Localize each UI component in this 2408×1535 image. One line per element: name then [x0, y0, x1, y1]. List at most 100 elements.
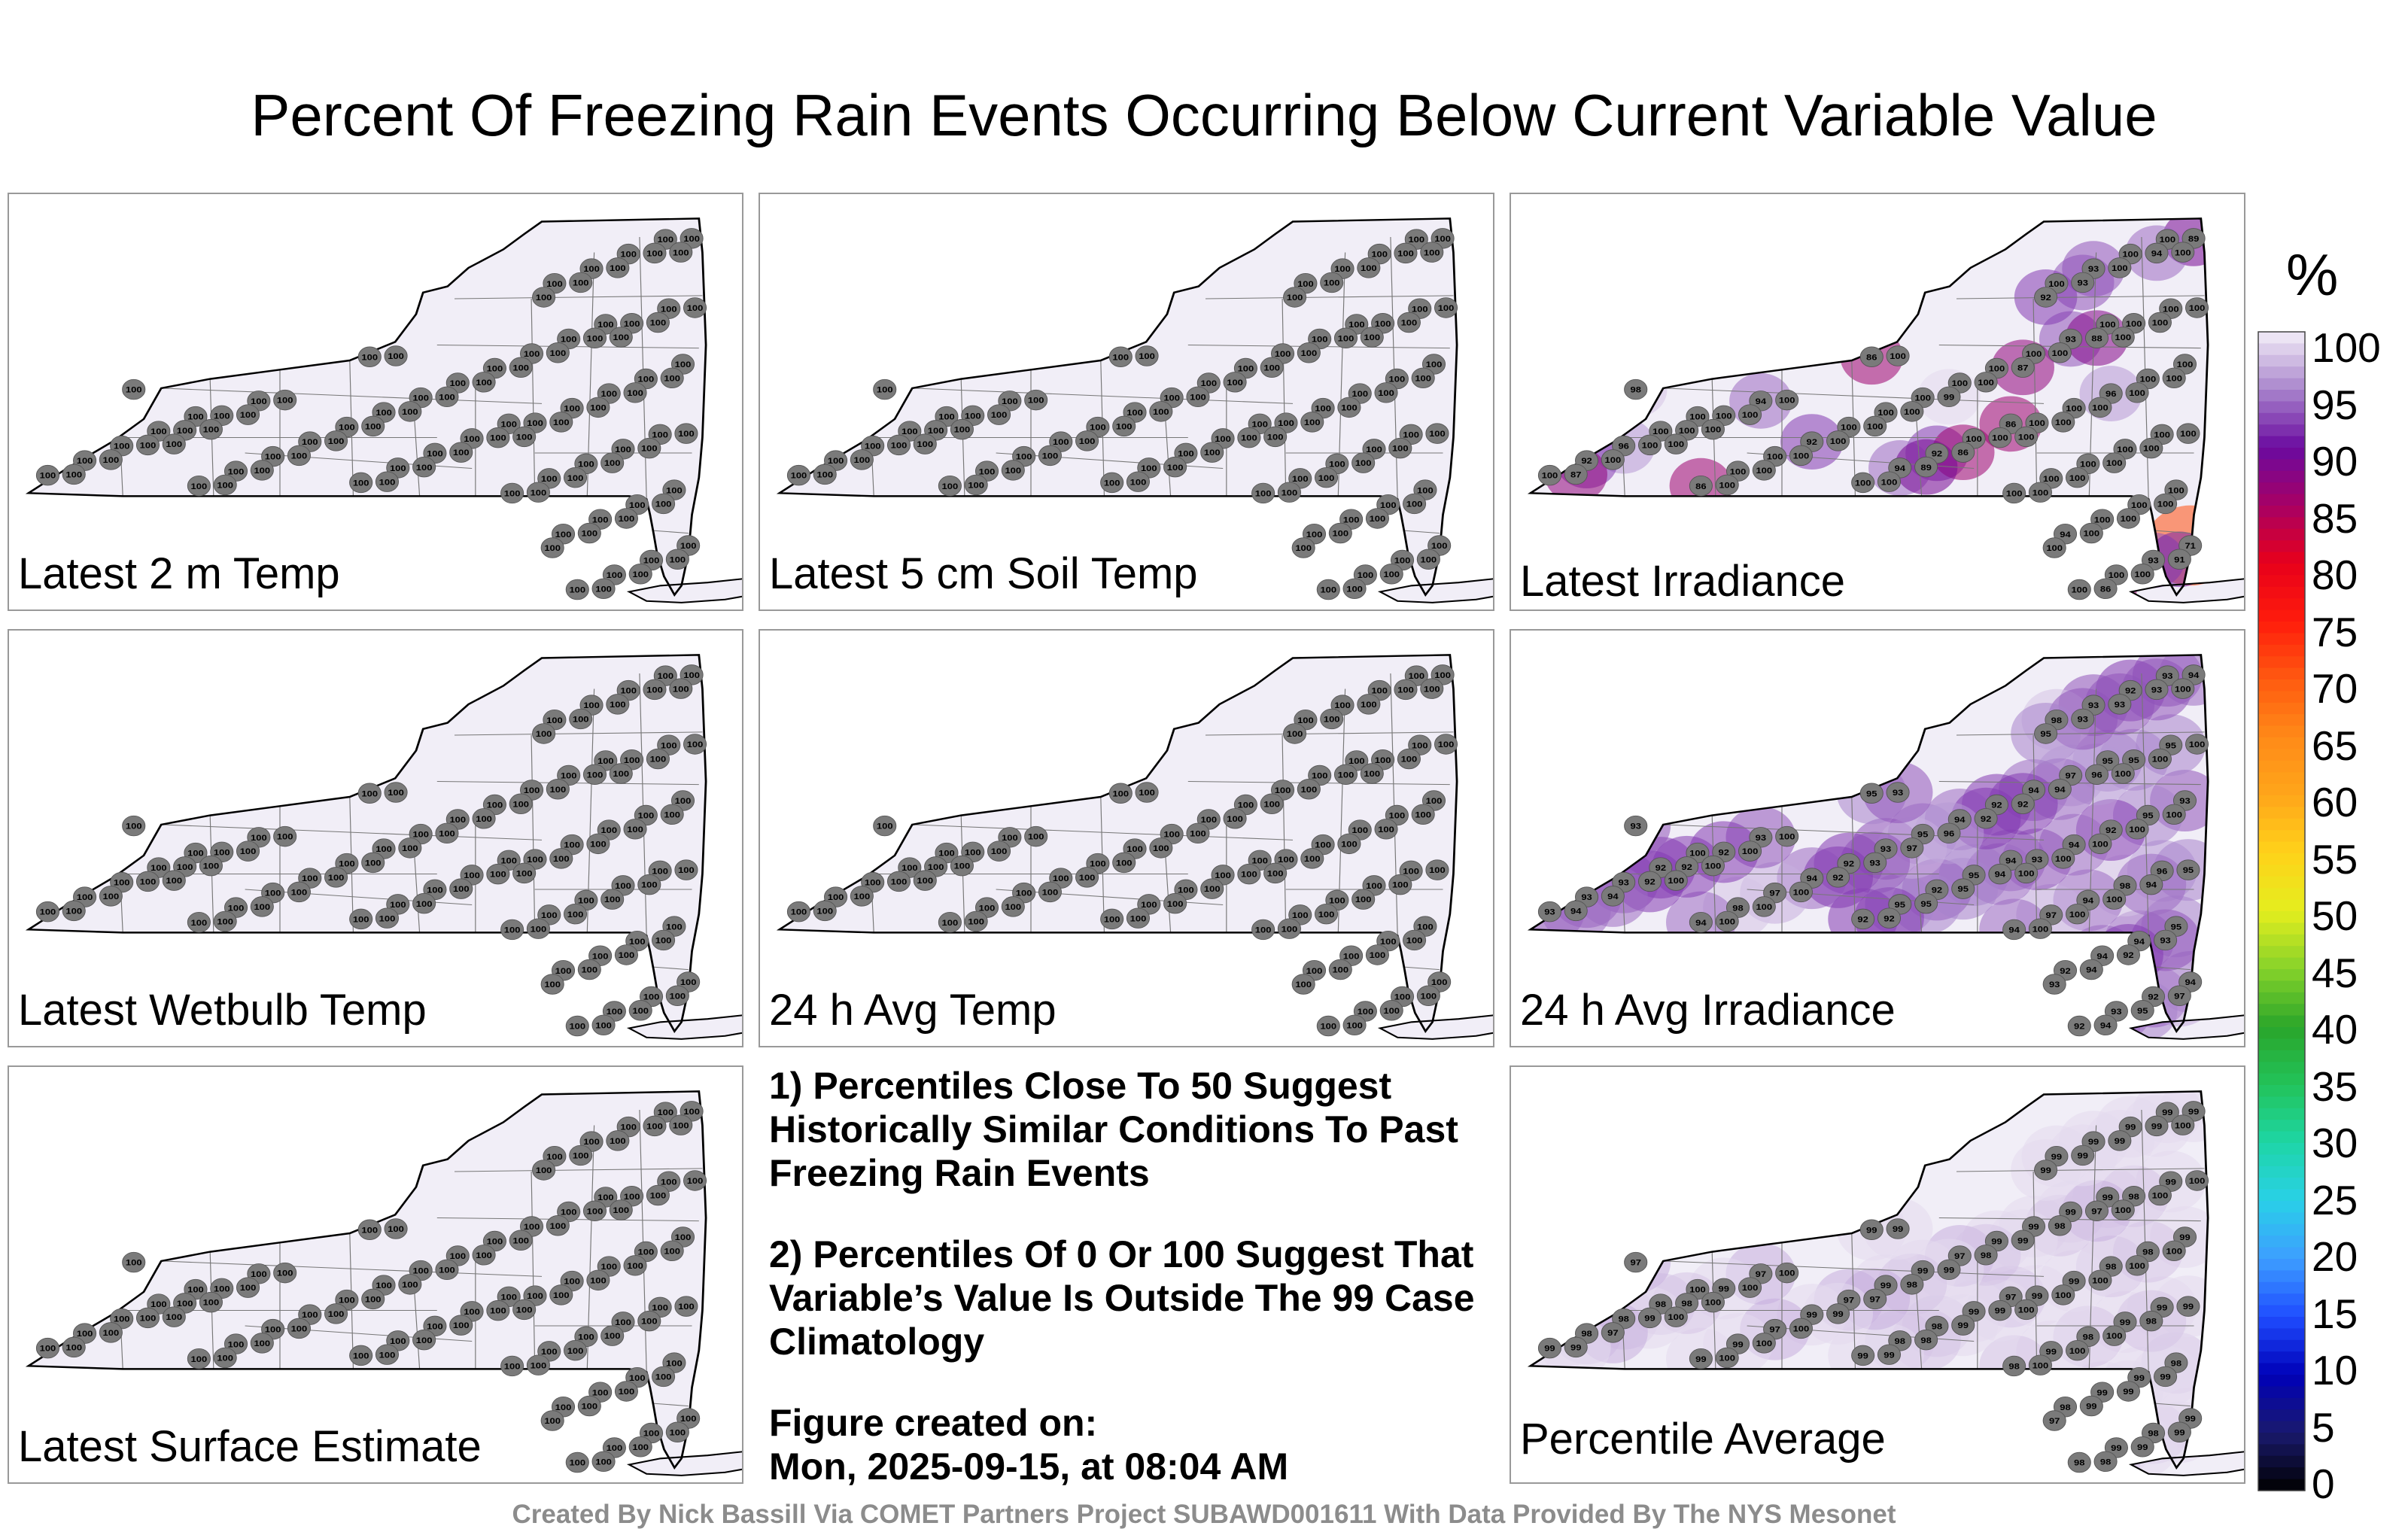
station-marker: 100 — [287, 445, 311, 467]
station-value: 95 — [1866, 789, 1877, 798]
station-marker: 100 — [913, 870, 937, 891]
station-value: 93 — [2049, 980, 2060, 989]
station-marker: 100 — [349, 472, 373, 494]
station-value: 100 — [979, 467, 996, 476]
station-value: 100 — [641, 443, 658, 453]
colorbar-step — [2258, 725, 2305, 738]
station-marker: 100 — [1388, 437, 1412, 459]
station-value: 99 — [1832, 1309, 1844, 1319]
station-marker: 100 — [35, 901, 59, 923]
station-value: 100 — [1415, 373, 1431, 383]
note-2: 2) Percentiles Of 0 Or 100 Suggest That … — [769, 1233, 1475, 1363]
station-marker: 100 — [1333, 327, 1358, 348]
station-value: 100 — [536, 293, 552, 302]
station-value: 100 — [1904, 407, 1920, 417]
station-marker: 100 — [357, 1219, 382, 1241]
station-marker: 100 — [1291, 974, 1315, 995]
colorbar-step — [2258, 633, 2305, 646]
panel-latest-2m-temp: 100 100 100 100 100 100 100 100 100 100 100 100 100 1… — [8, 193, 743, 611]
station-value: 100 — [500, 1292, 517, 1302]
station-value: 95 — [1969, 871, 1980, 880]
station-value: 100 — [527, 855, 543, 865]
station-marker: 100 — [349, 1345, 373, 1366]
station-marker: 100 — [637, 1310, 661, 1332]
station-value: 100 — [1126, 408, 1143, 418]
station-value: 100 — [1028, 395, 1044, 405]
colorbar-step — [2258, 1479, 2305, 1491]
station-value: 100 — [1351, 389, 1368, 399]
station-marker: 100 — [1163, 892, 1187, 914]
station-value: 100 — [664, 373, 680, 383]
station-value: 100 — [620, 1122, 637, 1132]
station-marker: 100 — [2139, 437, 2163, 459]
station-value: 100 — [328, 1309, 345, 1319]
station-marker: 97 — [1900, 837, 1924, 859]
station-value: 100 — [928, 862, 944, 872]
station-value: 100 — [191, 481, 208, 491]
colorbar-step — [2258, 1073, 2305, 1086]
station-value: 99 — [2174, 1427, 2185, 1437]
station-value: 100 — [1227, 378, 1243, 388]
station-marker: 100 — [1397, 748, 1421, 770]
station-marker: 99 — [2130, 1436, 2154, 1457]
station-value: 94 — [1695, 917, 1707, 927]
station-value: 100 — [531, 488, 547, 497]
panel-label: Latest Irradiance — [1520, 557, 1846, 606]
station-marker: 100 — [628, 564, 652, 585]
colorbar-step — [2258, 807, 2305, 819]
station-marker: 99 — [2154, 1366, 2178, 1388]
station-value: 100 — [228, 1339, 245, 1349]
station-value: 100 — [187, 848, 204, 858]
station-marker: 100 — [669, 242, 693, 263]
station-value: 97 — [1954, 1251, 1966, 1261]
station-marker: 86 — [1689, 475, 1713, 497]
colorbar-step — [2258, 1120, 2305, 1132]
station-marker: 98 — [1900, 1274, 1924, 1295]
colorbar-tick-label: 65 — [2312, 722, 2358, 769]
map-svg: 100 100 86 100 100 93 100 100 96 100 71 92 93 92 100 93… — [1527, 217, 2244, 603]
station-marker: 100 — [1223, 372, 1247, 393]
map-svg: 100 100 100 100 100 100 100 100 100 100 100 100 100 1… — [25, 217, 742, 603]
station-marker: 100 — [600, 452, 625, 473]
station-value: 100 — [587, 333, 604, 343]
station-marker: 100 — [512, 426, 537, 448]
station-marker: 99 — [1937, 1259, 1961, 1281]
state-fill — [28, 655, 707, 1032]
station-value: 100 — [2080, 459, 2096, 469]
station-marker: 92 — [1877, 907, 1902, 929]
station-value: 100 — [1190, 828, 1206, 838]
station-value: 100 — [2083, 528, 2099, 538]
station-value: 100 — [1642, 440, 1659, 450]
colorbar-tick-label: 60 — [2312, 779, 2358, 825]
station-marker: 93 — [2059, 328, 2083, 350]
station-value: 100 — [1338, 333, 1354, 343]
station-value: 100 — [578, 895, 594, 905]
station-marker: 100 — [1738, 404, 1762, 425]
station-value: 100 — [670, 555, 686, 564]
station-marker: 100 — [449, 442, 473, 463]
station-marker: 100 — [199, 418, 223, 440]
station-value: 100 — [379, 477, 396, 487]
colorbar-tick-label: 5 — [2312, 1403, 2335, 1451]
station-value: 100 — [620, 685, 637, 695]
station-marker: 98 — [2067, 1451, 2091, 1473]
station-marker: 100 — [582, 327, 607, 348]
station-marker: 100 — [1365, 944, 1389, 965]
station-value: 100 — [1361, 263, 1377, 273]
station-value: 98 — [2074, 1457, 2085, 1467]
station-marker: 100 — [1886, 345, 1910, 366]
station-marker: 100 — [187, 911, 211, 933]
station-value: 100 — [680, 541, 697, 551]
station-value: 94 — [2134, 936, 2145, 946]
station-value: 94 — [2083, 895, 2094, 905]
station-marker: 100 — [1664, 433, 1688, 454]
station-value: 100 — [567, 909, 584, 919]
station-marker: 99 — [1637, 1307, 1662, 1329]
station-value: 100 — [265, 1324, 281, 1334]
station-marker: 100 — [665, 985, 689, 1006]
state-outline — [25, 1090, 707, 1470]
station-value: 100 — [1141, 464, 1157, 473]
station-value: 100 — [2175, 1120, 2191, 1130]
station-value: 100 — [1278, 855, 1294, 865]
station-marker: 100 — [964, 910, 988, 932]
